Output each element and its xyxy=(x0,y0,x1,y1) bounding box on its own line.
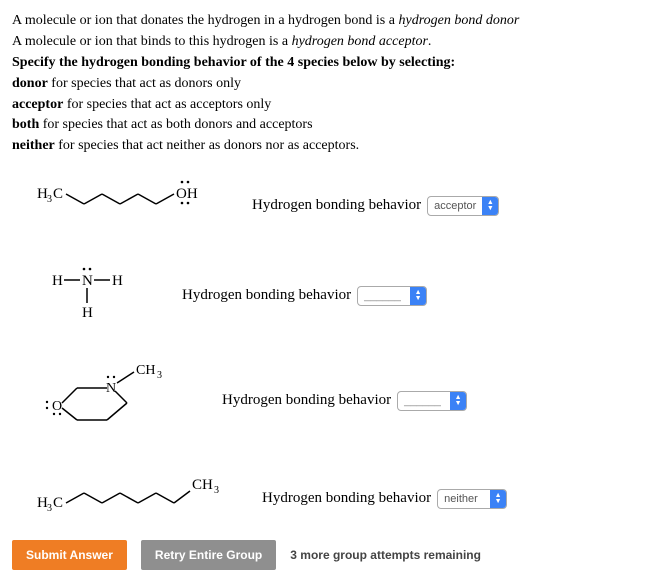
select-4[interactable]: neither ▲▼ xyxy=(437,489,507,509)
svg-text:N: N xyxy=(106,381,116,396)
svg-text:3: 3 xyxy=(157,370,162,381)
select-1-value: acceptor xyxy=(428,200,482,212)
species-row-4: H 3 C CH 3 Hydrogen bonding behavior nei… xyxy=(32,473,660,524)
svg-text:3: 3 xyxy=(47,503,52,514)
opt-acceptor-label: acceptor xyxy=(12,97,63,112)
structure-2: H N H H xyxy=(32,263,162,328)
svg-text:O: O xyxy=(52,399,62,414)
species-row-2: H N H H Hydrogen bonding behavior ______… xyxy=(32,263,660,328)
chevron-updown-icon: ▲▼ xyxy=(490,490,506,508)
svg-text:C: C xyxy=(53,495,63,511)
svg-text:3: 3 xyxy=(47,194,52,205)
hb-label-3: Hydrogen bonding behavior xyxy=(222,392,391,409)
submit-button[interactable]: Submit Answer xyxy=(12,540,127,570)
select-2-value: ______ xyxy=(358,290,410,302)
svg-text:H: H xyxy=(82,305,93,321)
opt-neither-text: for species that act neither as donors n… xyxy=(55,138,359,153)
species-row-1: H 3 C OH Hydrogen bonding behavior accep… xyxy=(32,178,660,233)
intro-line2c: . xyxy=(428,34,432,49)
svg-text:OH: OH xyxy=(176,186,198,202)
intro-line1a: A molecule or ion that donates the hydro… xyxy=(12,13,398,28)
opt-donor-text: for species that act as donors only xyxy=(48,76,241,91)
instructions: A molecule or ion that donates the hydro… xyxy=(12,12,660,156)
intro-line3: Specify the hydrogen bonding behavior of… xyxy=(12,54,660,73)
structure-3: O N CH 3 xyxy=(32,358,202,443)
svg-text:CH: CH xyxy=(136,363,155,378)
select-3[interactable]: ______ ▲▼ xyxy=(397,391,467,411)
structure-4: H 3 C CH 3 xyxy=(32,473,242,524)
retry-button[interactable]: Retry Entire Group xyxy=(141,540,276,570)
structure-1: H 3 C OH xyxy=(32,178,232,233)
opt-acceptor-text: for species that act as acceptors only xyxy=(63,97,271,112)
svg-text:C: C xyxy=(53,186,63,202)
svg-text:H: H xyxy=(112,273,123,289)
intro-line2b: hydrogen bond acceptor xyxy=(292,34,428,49)
svg-text:CH: CH xyxy=(192,477,213,493)
svg-text:H: H xyxy=(52,273,63,289)
chevron-updown-icon: ▲▼ xyxy=(482,197,498,215)
hb-label-2: Hydrogen bonding behavior xyxy=(182,287,351,304)
chevron-updown-icon: ▲▼ xyxy=(450,392,466,410)
button-row: Submit Answer Retry Entire Group 3 more … xyxy=(12,540,660,570)
opt-neither-label: neither xyxy=(12,138,55,153)
opt-both-text: for species that act as both donors and … xyxy=(39,117,312,132)
hb-label-1: Hydrogen bonding behavior xyxy=(252,197,421,214)
opt-both-label: both xyxy=(12,117,39,132)
attempts-remaining: 3 more group attempts remaining xyxy=(290,548,481,562)
hb-label-4: Hydrogen bonding behavior xyxy=(262,490,431,507)
svg-text:N: N xyxy=(82,273,93,289)
svg-text:3: 3 xyxy=(214,485,219,496)
select-4-value: neither xyxy=(438,493,490,505)
intro-line1b: hydrogen bond donor xyxy=(398,13,519,28)
species-row-3: O N CH 3 Hydrogen bonding behavior _____… xyxy=(32,358,660,443)
chevron-updown-icon: ▲▼ xyxy=(410,287,426,305)
opt-donor-label: donor xyxy=(12,76,48,91)
select-1[interactable]: acceptor ▲▼ xyxy=(427,196,499,216)
intro-line2a: A molecule or ion that binds to this hyd… xyxy=(12,34,292,49)
select-3-value: ______ xyxy=(398,395,450,407)
select-2[interactable]: ______ ▲▼ xyxy=(357,286,427,306)
